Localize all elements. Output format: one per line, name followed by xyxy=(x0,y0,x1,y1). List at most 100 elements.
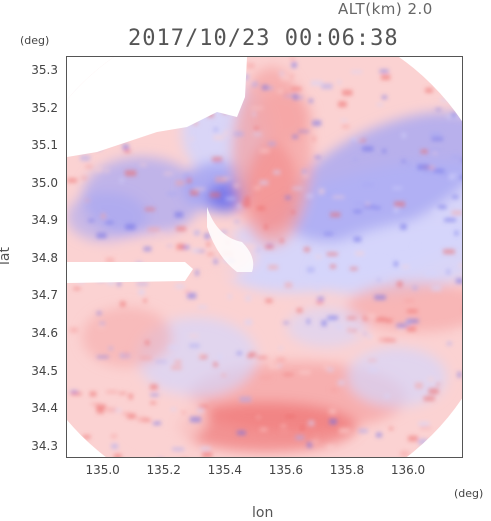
velocity-cell xyxy=(306,318,310,324)
velocity-cell xyxy=(435,440,448,447)
velocity-cell xyxy=(291,62,297,68)
velocity-cell xyxy=(283,321,289,325)
velocity-cell xyxy=(365,271,373,278)
velocity-cell xyxy=(292,186,303,190)
velocity-cell xyxy=(376,103,384,106)
velocity-cell xyxy=(433,151,437,155)
x-tick-label: 135.2 xyxy=(146,463,181,477)
velocity-cell xyxy=(298,95,304,100)
velocity-cell xyxy=(213,258,218,264)
velocity-cell xyxy=(376,432,382,438)
velocity-cell xyxy=(236,351,242,355)
velocity-cell xyxy=(120,301,126,307)
velocity-cell xyxy=(228,294,232,300)
y-axis-unit: (deg) xyxy=(20,34,50,47)
velocity-region xyxy=(252,92,312,142)
velocity-cell xyxy=(330,387,339,393)
velocity-cell xyxy=(213,161,225,165)
velocity-cell xyxy=(308,98,314,103)
velocity-cell xyxy=(277,89,284,93)
radar-plot-area xyxy=(66,56,463,458)
y-tick-label: 35.2 xyxy=(31,100,58,115)
velocity-blobs xyxy=(67,67,462,452)
radar-coverage xyxy=(67,57,462,457)
velocity-cell xyxy=(252,112,256,117)
velocity-cell xyxy=(337,80,341,84)
velocity-cell xyxy=(374,294,386,300)
velocity-cell xyxy=(407,161,411,167)
velocity-cell xyxy=(278,364,282,368)
velocity-cell xyxy=(342,124,350,129)
velocity-cell xyxy=(247,354,252,358)
velocity-cell xyxy=(337,324,342,330)
velocity-cell xyxy=(308,420,315,427)
velocity-cell xyxy=(352,329,357,333)
velocity-cell xyxy=(124,351,128,358)
velocity-cell xyxy=(329,418,337,425)
y-tick-label: 34.6 xyxy=(31,326,58,341)
velocity-cell xyxy=(269,364,279,370)
velocity-cell xyxy=(327,367,334,372)
velocity-cell xyxy=(401,159,406,163)
velocity-cell xyxy=(425,270,437,277)
velocity-cell xyxy=(96,407,105,414)
velocity-cell xyxy=(267,141,276,146)
velocity-cell xyxy=(351,70,363,74)
velocity-cell xyxy=(265,245,274,249)
velocity-cell xyxy=(189,334,199,338)
velocity-cell xyxy=(347,327,352,333)
velocity-cell xyxy=(314,155,321,159)
y-tick-label: 35.0 xyxy=(31,175,58,190)
velocity-cell xyxy=(273,170,281,175)
velocity-cell xyxy=(326,252,338,256)
velocity-cell xyxy=(404,299,414,303)
velocity-cell xyxy=(197,305,208,309)
velocity-cell xyxy=(108,346,113,351)
velocity-cell xyxy=(98,326,105,329)
velocity-cell xyxy=(153,421,161,425)
velocity-cell xyxy=(220,230,228,234)
velocity-cell xyxy=(195,270,199,276)
velocity-cell xyxy=(117,281,121,286)
velocity-cell xyxy=(299,370,311,375)
velocity-cell xyxy=(330,212,341,218)
velocity-cell xyxy=(155,360,167,363)
velocity-cell xyxy=(138,289,145,295)
velocity-cell xyxy=(67,439,77,443)
x-tick-label: 135.4 xyxy=(207,463,242,477)
velocity-cell xyxy=(293,76,300,82)
velocity-cell xyxy=(338,101,347,108)
velocity-cell xyxy=(236,203,244,209)
velocity-cell xyxy=(296,308,303,313)
velocity-cell xyxy=(430,149,440,153)
velocity-cell xyxy=(82,435,91,439)
velocity-cell xyxy=(402,265,410,269)
velocity-cell xyxy=(105,257,115,264)
velocity-cell xyxy=(407,318,419,324)
velocity-cell xyxy=(172,447,185,451)
velocity-cell xyxy=(95,404,106,409)
velocity-cell xyxy=(222,177,231,180)
y-tick-label: 34.9 xyxy=(31,213,58,228)
velocity-cell xyxy=(406,326,417,332)
velocity-cell xyxy=(314,434,319,437)
velocity-cell xyxy=(212,156,223,162)
velocity-cell xyxy=(190,137,195,141)
velocity-cell xyxy=(256,416,261,419)
velocity-cell xyxy=(358,428,368,433)
velocity-cell xyxy=(353,332,364,337)
velocity-cell xyxy=(183,157,187,163)
velocity-cell xyxy=(396,323,407,329)
velocity-cell xyxy=(303,174,309,178)
velocity-cell xyxy=(140,401,145,406)
velocity-cell xyxy=(246,62,255,69)
y-tick-label: 34.5 xyxy=(31,363,58,378)
velocity-cell xyxy=(374,206,381,210)
velocity-cell xyxy=(143,298,147,303)
velocity-cell xyxy=(225,197,236,201)
velocity-cell xyxy=(452,195,459,199)
velocity-cell xyxy=(363,332,367,336)
velocity-cell xyxy=(438,170,450,177)
velocity-cell xyxy=(413,245,418,248)
velocity-cell xyxy=(279,71,284,76)
